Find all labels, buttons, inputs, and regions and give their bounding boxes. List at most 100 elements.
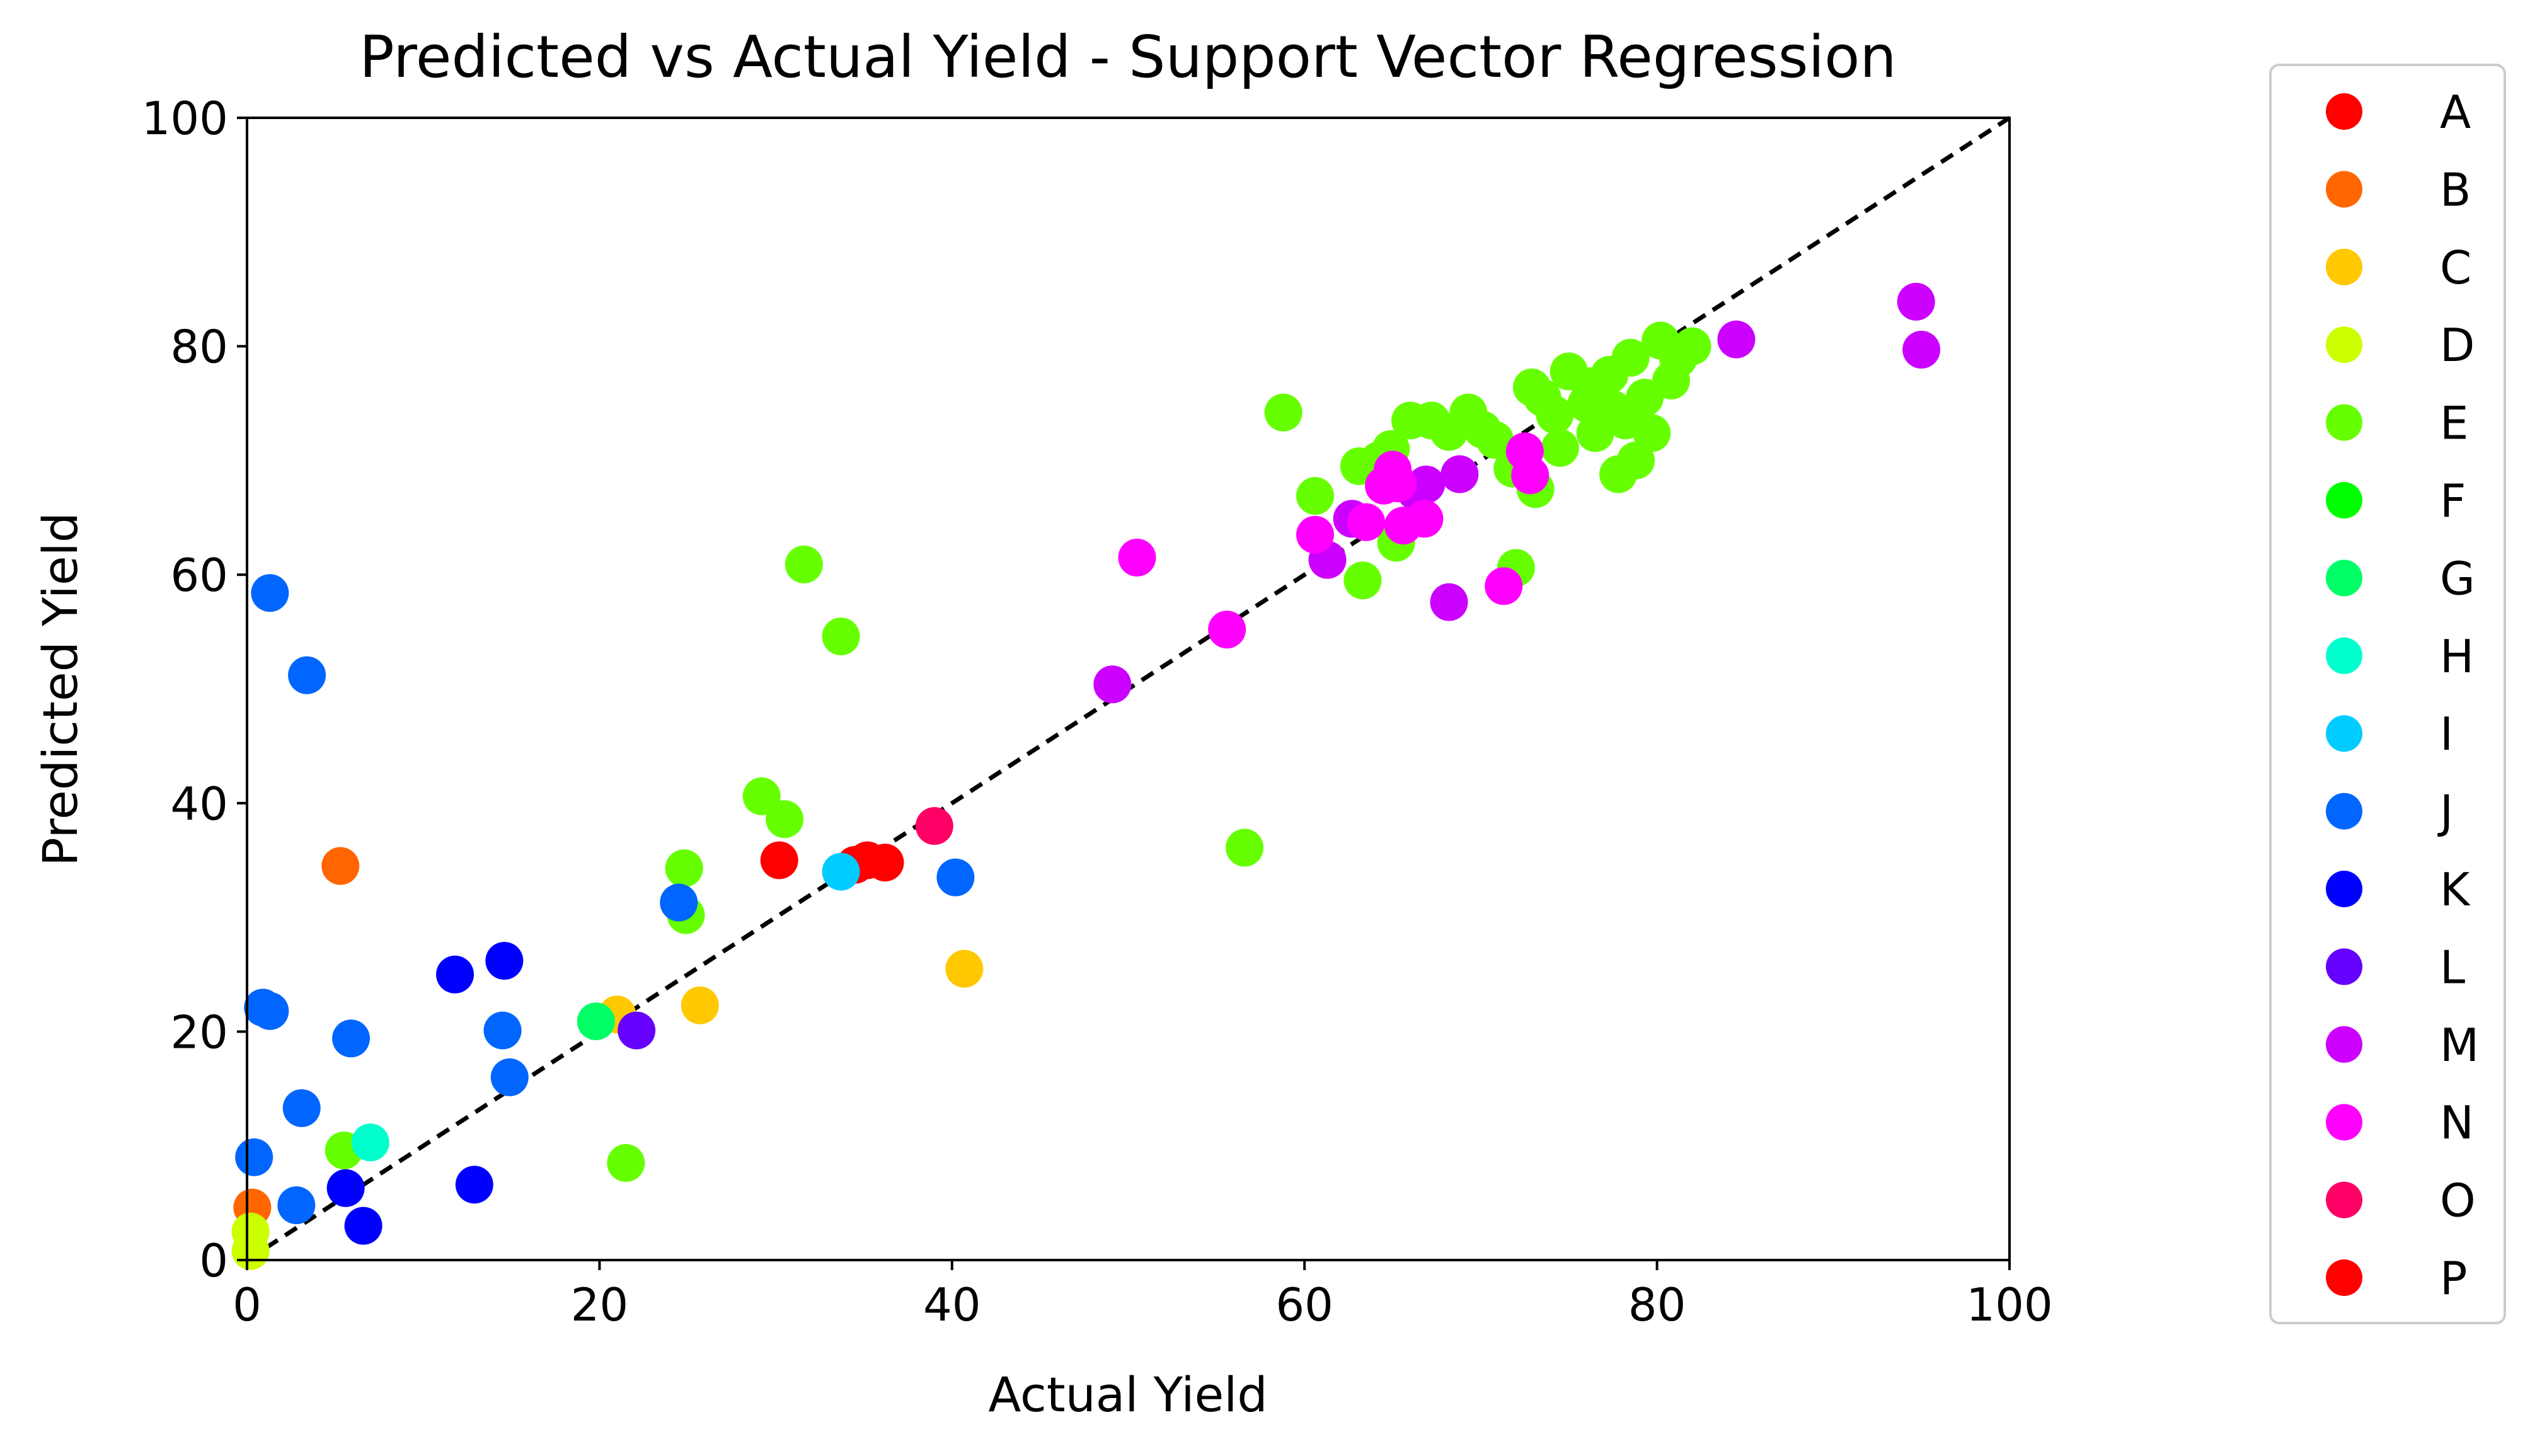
x-tick-label: 60 [1275,1278,1333,1331]
legend-frame [2269,64,2506,1324]
data-point-k [436,955,474,994]
data-point-j [282,1089,321,1127]
legend-label-f: F [2440,474,2466,527]
x-axis-ticks: 0 20 40 60 80 100 [233,1260,2053,1331]
data-point-e [1476,421,1514,459]
y-axis-label: Predicted Yield [32,512,88,866]
y-tick-label: 60 [170,549,228,602]
data-point-n [1347,503,1386,541]
data-points [231,282,1941,1270]
data-point-e [1611,338,1650,377]
legend-label-c: C [2440,241,2471,294]
legend-marker-p [2326,1259,2362,1296]
data-point-d [231,1232,270,1270]
data-point-e [1343,561,1382,600]
legend-marker-c [2326,248,2362,285]
data-point-n [1511,456,1550,495]
legend-marker-l [2326,948,2362,985]
data-point-m [1093,665,1132,704]
y-axis-ticks: 0 20 40 60 80 100 [142,92,247,1287]
legend-marker-d [2326,326,2362,364]
legend-marker-i [2326,715,2362,752]
data-point-n [1296,515,1334,554]
legend-label-p: P [2440,1252,2467,1305]
data-point-m [1902,331,1941,369]
data-point-e [1296,477,1334,515]
data-point-j [490,1058,529,1096]
data-point-g [577,1002,615,1041]
data-point-e [766,800,804,839]
data-point-b [321,847,360,885]
legend-label-n: N [2440,1096,2474,1149]
legend-label-i: I [2440,708,2453,760]
y-tick-label: 20 [170,1006,228,1058]
data-point-k [326,1169,365,1207]
data-point-k [485,941,524,980]
data-point-e [742,777,781,815]
data-point-m [1897,282,1935,321]
data-point-n [1208,610,1246,649]
data-point-e [665,849,703,888]
legend-label-j: J [2437,786,2453,839]
data-point-c [945,949,984,988]
data-point-e [1536,396,1574,434]
data-point-e [822,617,860,656]
data-point-e [607,1144,645,1182]
data-point-a [866,844,904,882]
data-point-e [1594,390,1632,428]
legend-label-g: G [2440,552,2475,605]
data-point-m [1430,583,1468,621]
data-point-e [1633,414,1671,452]
data-point-j [251,992,289,1030]
legend-marker-m [2326,1026,2362,1063]
x-tick-label: 40 [923,1278,981,1331]
legend-marker-k [2326,871,2362,907]
data-point-e [1541,428,1579,467]
x-tick-label: 0 [233,1278,262,1331]
x-tick-label: 100 [1966,1278,2052,1331]
data-point-c [681,986,719,1024]
legend-label-d: D [2440,319,2475,372]
legend-marker-g [2326,559,2362,597]
y-tick-label: 0 [199,1234,228,1287]
legend-label-b: B [2440,163,2471,216]
data-point-j [288,656,326,694]
data-point-i [822,852,860,891]
legend-label-m: M [2440,1019,2479,1072]
data-point-l [618,1011,656,1050]
data-point-e [1571,367,1609,406]
data-point-e [1617,441,1655,479]
legend-marker-a [2326,93,2362,130]
data-point-k [455,1166,493,1204]
data-point-j [660,883,698,922]
data-point-e [1673,327,1711,365]
data-point-j [483,1011,522,1050]
legend-label-e: E [2440,397,2469,450]
data-point-m [1717,320,1756,358]
data-point-j [332,1019,371,1058]
data-point-e [1226,828,1264,867]
legend-marker-n [2326,1104,2362,1141]
data-point-n [1485,567,1523,605]
legend-label-k: K [2440,863,2471,916]
x-tick-label: 80 [1628,1278,1686,1331]
data-point-n [1405,500,1444,538]
data-point-e [1264,393,1302,432]
data-point-j [251,574,289,612]
legend-marker-j [2326,793,2362,830]
data-point-n [1118,539,1156,577]
data-point-n [1379,464,1417,503]
data-point-h [351,1123,389,1162]
legend-marker-h [2326,637,2362,674]
data-point-e [785,545,823,583]
data-point-m [1440,455,1479,493]
data-point-j [277,1186,316,1224]
y-tick-label: 100 [142,92,228,145]
data-point-j [235,1138,273,1176]
legend-marker-f [2326,482,2362,519]
y-tick-label: 80 [170,321,228,374]
data-point-j [936,858,975,897]
x-tick-label: 20 [571,1278,629,1331]
